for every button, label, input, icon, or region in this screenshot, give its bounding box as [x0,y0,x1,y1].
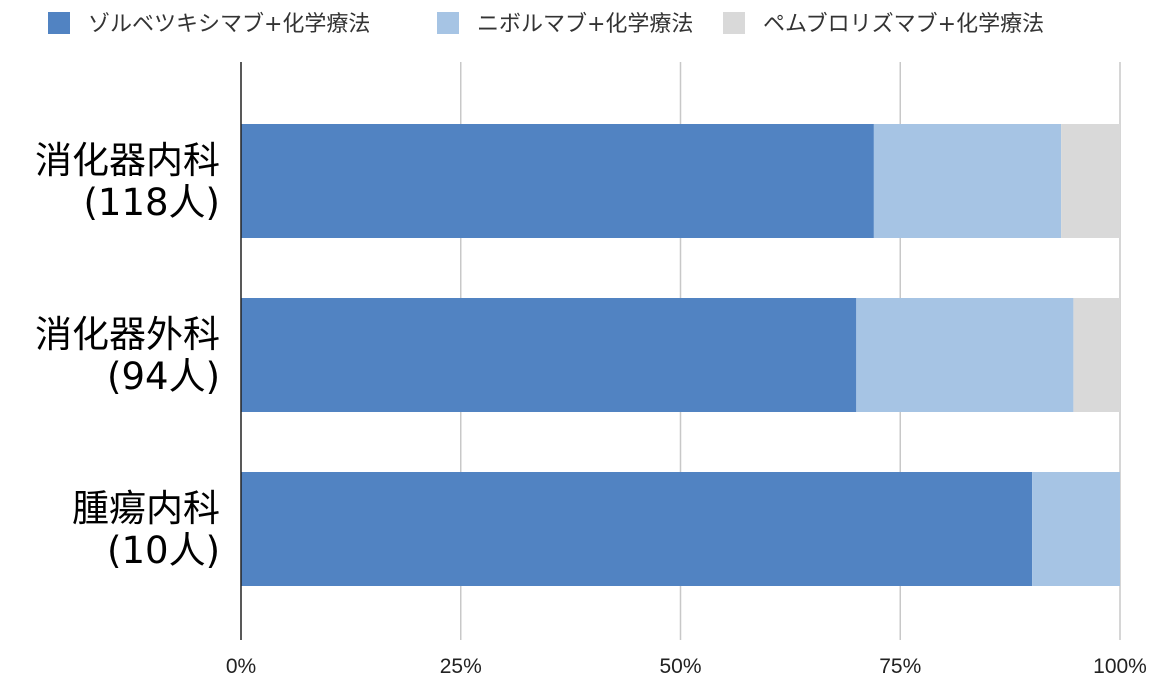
legend-swatch [723,12,745,34]
legend-label: ニボルマブ+化学療法 [477,12,693,37]
x-tick-label: 0% [226,655,256,678]
bar-segment-1-row-2 [241,298,857,412]
legend-label: ペムブロリズマブ+化学療法 [763,12,1044,37]
category-labels: 消化器内科(118人) 消化器外科(94人) 腫瘍内科(10人) [35,139,220,572]
legend-label: ゾルベツキシマブ+化学療法 [88,12,370,37]
x-tick-label: 50% [659,655,701,678]
bar-segment-2-row-2 [856,298,1074,412]
bar-segment-3-row-2 [1073,298,1120,412]
bars [241,124,1120,586]
bar-segment-1-row-1 [241,124,874,238]
bar-segment-1-row-3 [241,472,1033,586]
legend-item: ニボルマブ+化学療法 [437,12,693,37]
x-tick-label: 25% [440,655,482,678]
bar-segment-3-row-1 [1061,124,1120,238]
bar-segment-2-row-3 [1032,472,1120,586]
category-label: 腫瘍内科(10人) [72,487,220,572]
legend-item: ゾルベツキシマブ+化学療法 [48,12,370,37]
category-label: 消化器外科(94人) [35,313,220,398]
legend: ゾルベツキシマブ+化学療法 ニボルマブ+化学療法 ペムブロリズマブ+化学療法 [48,12,1044,37]
x-tick-label: 100% [1093,655,1147,678]
legend-swatch [437,12,459,34]
bar-segment-2-row-1 [873,124,1062,238]
x-tick-labels: 0% 25% 50% 75% 100% [226,655,1147,678]
x-tick-label: 75% [879,655,921,678]
legend-item: ペムブロリズマブ+化学療法 [723,12,1044,37]
category-label: 消化器内科(118人) [35,139,220,224]
legend-swatch [48,12,70,34]
